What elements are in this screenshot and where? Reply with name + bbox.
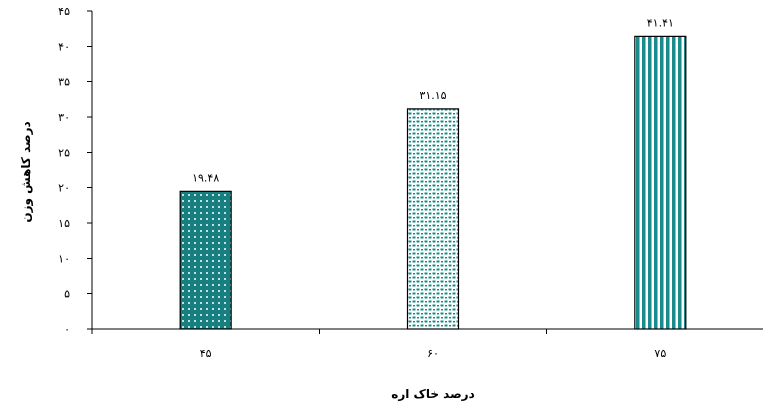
y-tick-label: ۵ — [64, 288, 70, 301]
data-label-2: ۳۱.۱۵ — [419, 89, 446, 102]
bar-1 — [179, 190, 232, 330]
data-label-3: ۴۱.۴۱ — [647, 16, 674, 29]
x-tick-label: ۷۵ — [654, 347, 666, 360]
y-axis-title: درصد کاهش وزن — [19, 121, 34, 222]
y-tick-label: ۳۰ — [58, 111, 70, 124]
y-tick-label: ۲۰ — [58, 182, 70, 195]
x-ticks: ۴۵ ۶۰ ۷۵ — [91, 329, 666, 360]
y-tick-label: ۰ — [64, 323, 70, 336]
y-tick-label: ۱۵ — [58, 217, 70, 230]
y-tick-label: ۲۵ — [58, 146, 70, 159]
y-tick-label: ۳۵ — [58, 76, 70, 89]
x-tick-label: ۴۵ — [200, 347, 212, 360]
bar-2 — [406, 108, 460, 330]
y-tick-label: ۴۰ — [58, 40, 70, 53]
y-tick-label: ۱۰ — [58, 252, 70, 265]
bar-3 — [634, 35, 687, 330]
bars — [179, 35, 687, 330]
x-axis-title: درصد خاک اره — [391, 387, 475, 401]
data-labels: ۱۹.۴۸ ۳۱.۱۵ ۴۱.۴۱ — [192, 16, 674, 184]
y-tick-label: ۴۵ — [58, 5, 70, 18]
data-label-1: ۱۹.۴۸ — [192, 171, 219, 184]
y-ticks: ۰ ۵ ۱۰ ۱۵ ۲۰ ۲۵ ۳۰ ۳۵ ۴۰ ۴۵ — [58, 5, 92, 336]
x-tick-label: ۶۰ — [427, 347, 439, 360]
